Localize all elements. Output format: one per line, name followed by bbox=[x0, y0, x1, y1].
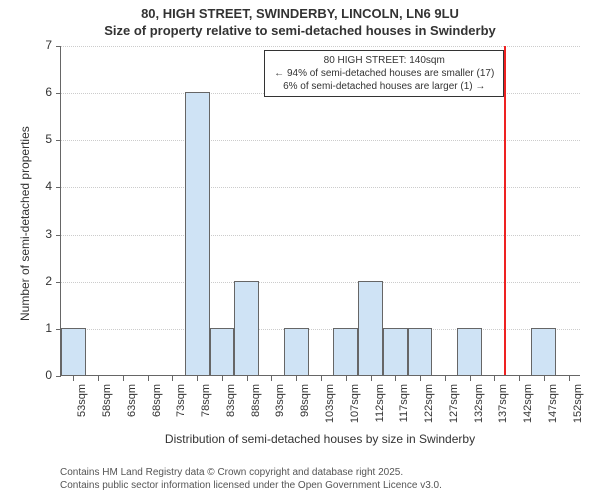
x-tick-label: 107sqm bbox=[349, 384, 361, 430]
annotation-box: 80 HIGH STREET: 140sqm← 94% of semi-deta… bbox=[264, 50, 504, 97]
x-tick bbox=[569, 376, 570, 381]
gridline bbox=[61, 235, 580, 236]
annotation-line-3: 6% of semi-detached houses are larger (1… bbox=[269, 80, 499, 93]
x-axis-label: Distribution of semi-detached houses by … bbox=[60, 432, 580, 446]
x-tick bbox=[346, 376, 347, 381]
plot-area: 80 HIGH STREET: 140sqm← 94% of semi-deta… bbox=[60, 46, 580, 376]
gridline bbox=[61, 140, 580, 141]
gridline bbox=[61, 187, 580, 188]
x-tick-label: 63sqm bbox=[126, 384, 138, 430]
y-tick-label: 7 bbox=[32, 38, 52, 52]
property-marker-line bbox=[504, 46, 506, 375]
x-tick bbox=[544, 376, 545, 381]
x-tick bbox=[123, 376, 124, 381]
y-tick-label: 0 bbox=[32, 368, 52, 382]
attribution-footer: Contains HM Land Registry data © Crown c… bbox=[60, 466, 442, 492]
x-tick-label: 137sqm bbox=[497, 384, 509, 430]
histogram-bar bbox=[358, 281, 383, 375]
x-tick bbox=[445, 376, 446, 381]
x-tick-label: 78sqm bbox=[200, 384, 212, 430]
x-tick bbox=[296, 376, 297, 381]
annotation-line-1: 80 HIGH STREET: 140sqm bbox=[269, 54, 499, 67]
y-tick-label: 3 bbox=[32, 227, 52, 241]
x-tick bbox=[172, 376, 173, 381]
histogram-bar bbox=[531, 328, 556, 375]
chart-titles: 80, HIGH STREET, SWINDERBY, LINCOLN, LN6… bbox=[0, 0, 600, 38]
x-tick bbox=[395, 376, 396, 381]
x-tick-label: 73sqm bbox=[175, 384, 187, 430]
x-tick-label: 68sqm bbox=[151, 384, 163, 430]
x-tick bbox=[73, 376, 74, 381]
y-tick bbox=[56, 93, 61, 94]
x-tick-label: 53sqm bbox=[76, 384, 88, 430]
x-tick bbox=[148, 376, 149, 381]
y-tick bbox=[56, 46, 61, 47]
y-tick bbox=[56, 140, 61, 141]
x-tick-label: 127sqm bbox=[448, 384, 460, 430]
footer-line-2: Contains public sector information licen… bbox=[60, 479, 442, 492]
x-tick-label: 88sqm bbox=[250, 384, 262, 430]
histogram-bar bbox=[383, 328, 408, 375]
histogram-bar bbox=[234, 281, 259, 375]
x-tick-label: 147sqm bbox=[547, 384, 559, 430]
y-tick-label: 2 bbox=[32, 274, 52, 288]
histogram-bar bbox=[408, 328, 433, 375]
x-tick-label: 58sqm bbox=[101, 384, 113, 430]
x-tick bbox=[420, 376, 421, 381]
title-line-2: Size of property relative to semi-detach… bbox=[0, 23, 600, 38]
x-tick-label: 142sqm bbox=[522, 384, 534, 430]
x-tick bbox=[519, 376, 520, 381]
y-tick bbox=[56, 282, 61, 283]
y-tick-label: 1 bbox=[32, 321, 52, 335]
x-tick-label: 93sqm bbox=[274, 384, 286, 430]
histogram-bar bbox=[61, 328, 86, 375]
x-tick-label: 98sqm bbox=[299, 384, 311, 430]
histogram-bar bbox=[210, 328, 235, 375]
x-tick-label: 83sqm bbox=[225, 384, 237, 430]
y-tick bbox=[56, 376, 61, 377]
x-tick bbox=[494, 376, 495, 381]
histogram-bar bbox=[333, 328, 358, 375]
y-tick bbox=[56, 187, 61, 188]
x-tick bbox=[247, 376, 248, 381]
x-tick bbox=[321, 376, 322, 381]
footer-line-1: Contains HM Land Registry data © Crown c… bbox=[60, 466, 442, 479]
x-tick bbox=[222, 376, 223, 381]
annotation-line-2: ← 94% of semi-detached houses are smalle… bbox=[269, 67, 499, 80]
x-tick bbox=[98, 376, 99, 381]
title-line-1: 80, HIGH STREET, SWINDERBY, LINCOLN, LN6… bbox=[0, 6, 600, 21]
y-tick-label: 4 bbox=[32, 179, 52, 193]
x-tick-label: 152sqm bbox=[572, 384, 584, 430]
x-tick bbox=[197, 376, 198, 381]
gridline bbox=[61, 46, 580, 47]
x-tick-label: 103sqm bbox=[324, 384, 336, 430]
x-tick-label: 112sqm bbox=[374, 384, 386, 430]
histogram-bar bbox=[284, 328, 309, 375]
gridline bbox=[61, 329, 580, 330]
x-tick-label: 132sqm bbox=[473, 384, 485, 430]
y-axis-label: Number of semi-detached properties bbox=[18, 126, 32, 321]
x-tick bbox=[371, 376, 372, 381]
x-tick bbox=[470, 376, 471, 381]
y-tick bbox=[56, 235, 61, 236]
y-tick-label: 6 bbox=[32, 85, 52, 99]
x-tick-label: 122sqm bbox=[423, 384, 435, 430]
histogram-bar bbox=[185, 92, 210, 375]
gridline bbox=[61, 282, 580, 283]
histogram-bar bbox=[457, 328, 482, 375]
y-tick-label: 5 bbox=[32, 132, 52, 146]
x-tick bbox=[271, 376, 272, 381]
x-tick-label: 117sqm bbox=[398, 384, 410, 430]
